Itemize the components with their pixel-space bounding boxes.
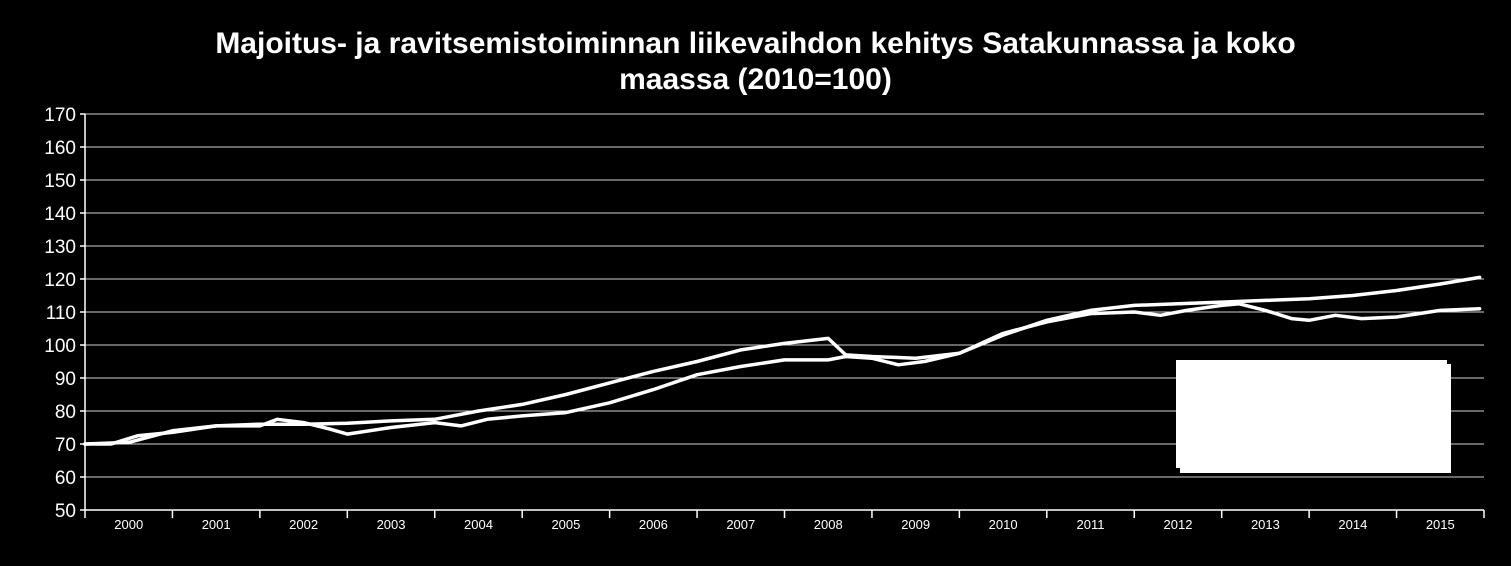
y-tick-label: 170 [44, 105, 76, 126]
y-tick-label: 70 [55, 435, 76, 456]
y-tick-label: 80 [55, 402, 76, 423]
x-tick-label: 2000 [114, 517, 143, 532]
x-tick-label: 2003 [377, 517, 406, 532]
y-tick-label: 120 [44, 270, 76, 291]
series-lines [83, 275, 1482, 446]
y-tick-label: 110 [46, 303, 76, 324]
y-tick-label: 50 [55, 501, 76, 522]
y-tick-label: 140 [44, 204, 76, 225]
y-tick-label: 90 [55, 369, 76, 390]
x-tick-label: 2014 [1338, 517, 1367, 532]
x-tick-label: 2002 [289, 517, 318, 532]
legend [1176, 360, 1451, 473]
x-tick-label: 2006 [639, 517, 668, 532]
x-tick-label: 2001 [202, 517, 231, 532]
x-tick-label: 2011 [1077, 517, 1105, 532]
y-tick-label: 160 [44, 138, 76, 159]
x-tick-label: 2005 [551, 517, 580, 532]
x-tick-label: 2008 [814, 517, 843, 532]
chart-title-line-2: maassa (2010=100) [619, 63, 892, 96]
x-tick-label: 2007 [726, 517, 755, 532]
x-tick-label: 2009 [901, 517, 930, 532]
series-line-2 [83, 302, 1482, 446]
chart-title-line-1: Majoitus- ja ravitsemistoiminnan liikeva… [215, 27, 1296, 60]
y-tick-label: 130 [44, 237, 76, 258]
x-tick-label: 2013 [1251, 517, 1280, 532]
x-tick-label: 2004 [464, 517, 493, 532]
x-tick-label: 2015 [1426, 517, 1455, 532]
y-tick-label: 150 [44, 171, 76, 192]
x-tick-label: 2012 [1164, 517, 1193, 532]
gridlines [85, 113, 1484, 511]
axes [80, 113, 1485, 518]
series-line-1 [83, 275, 1482, 446]
tick-labels: 50 60 70 80 90 100 110 120 130 140 150 160 170 2000 20… [44, 105, 1454, 532]
y-tick-label: 60 [55, 468, 76, 489]
y-tick-label: 100 [44, 336, 76, 357]
legend-box [1176, 360, 1447, 468]
x-tick-label: 2010 [989, 517, 1018, 532]
chart-title: Majoitus- ja ravitsemistoiminnan liikeva… [40, 26, 1471, 98]
